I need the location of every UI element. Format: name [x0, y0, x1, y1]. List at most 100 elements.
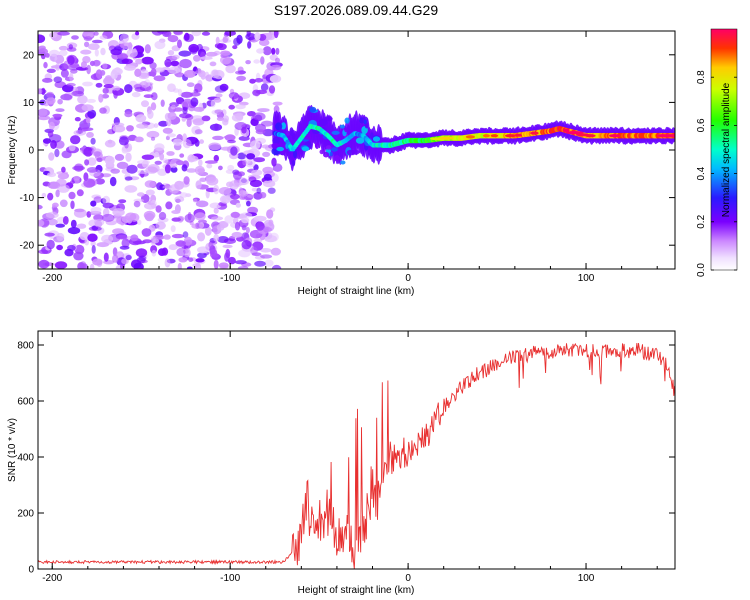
noise-blob [114, 153, 125, 161]
noise-blob [90, 241, 96, 247]
signal-blob [355, 137, 365, 144]
noise-blob [180, 91, 193, 98]
noise-blob [144, 180, 156, 188]
noise-blob [84, 41, 90, 48]
noise-blob [102, 202, 114, 209]
signal-peak [504, 134, 516, 138]
noise-blob [184, 69, 196, 78]
noise-blob [213, 184, 220, 195]
noise-blob [103, 252, 109, 262]
signal-peak [439, 136, 454, 140]
noise-blob [255, 221, 265, 231]
noise-blob [262, 227, 272, 233]
noise-blob [192, 118, 205, 126]
noise-blob [238, 178, 250, 186]
noise-blob [93, 196, 102, 203]
noise-blob [229, 180, 240, 190]
signal-blob [330, 147, 338, 152]
noise-blob [76, 223, 87, 229]
noise-blob [212, 135, 224, 141]
noise-blob [118, 136, 129, 146]
noise-blob [235, 112, 244, 121]
noise-blob [182, 231, 189, 239]
noise-blob [147, 110, 154, 119]
noise-blob [199, 177, 207, 182]
x-tick-label: -200 [42, 273, 62, 284]
noise-blob [170, 166, 178, 173]
noise-blob [135, 114, 147, 123]
noise-blob [136, 123, 149, 129]
noise-blob [155, 205, 162, 213]
noise-blob [136, 192, 145, 197]
noise-blob [219, 195, 231, 204]
noise-blob [186, 118, 192, 128]
noise-blob [102, 195, 111, 205]
noise-blob [179, 153, 185, 158]
noise-blob [48, 49, 60, 57]
noise-blob [110, 69, 118, 80]
noise-blob [177, 39, 182, 49]
noise-blob [158, 120, 169, 127]
signal-blob [333, 155, 340, 162]
noise-blob [49, 32, 58, 38]
signal-blob [344, 127, 349, 133]
noise-blob [38, 259, 50, 269]
noise-blob [262, 166, 274, 174]
noise-blob [38, 219, 45, 227]
noise-blob [38, 88, 43, 95]
noise-blob [43, 61, 48, 69]
noise-blob [213, 259, 219, 269]
noise-blob [238, 249, 251, 258]
noise-blob [195, 258, 205, 263]
spectrogram-image [38, 31, 675, 269]
signal-blob [286, 130, 291, 136]
figure-title: S197.2026.089.09.44.G29 [274, 2, 438, 18]
noise-blob [201, 115, 211, 122]
signal-blob [275, 122, 283, 131]
noise-blob [92, 258, 103, 266]
noise-blob [135, 58, 143, 65]
signal-peak [490, 134, 499, 138]
noise-blob [227, 256, 236, 265]
y-tick-label: -10 [20, 193, 35, 204]
noise-blob [154, 143, 165, 152]
noise-blob [82, 31, 96, 38]
noise-blob [87, 233, 98, 242]
noise-blob [166, 151, 175, 156]
snr-frame [37, 330, 676, 570]
noise-blob [110, 168, 120, 174]
noise-blob [150, 136, 156, 141]
y-tick-label: 0 [28, 565, 34, 576]
noise-blob [90, 200, 97, 207]
noise-blob [143, 210, 156, 220]
noise-blob [135, 248, 148, 258]
noise-blob [271, 264, 282, 269]
noise-blob [254, 260, 266, 267]
noise-blob [228, 92, 239, 100]
noise-blob [159, 153, 165, 161]
noise-blob [234, 260, 247, 265]
noise-blob [53, 76, 63, 83]
noise-blob [118, 199, 127, 204]
noise-blob [270, 247, 281, 256]
noise-blob [235, 104, 246, 110]
noise-blob [204, 160, 218, 164]
noise-blob [70, 219, 77, 229]
noise-blob [247, 206, 259, 215]
signal-blob [289, 127, 294, 136]
noise-blob [144, 44, 151, 54]
noise-blob [91, 39, 103, 44]
noise-blob [133, 200, 141, 208]
noise-blob [170, 60, 179, 67]
noise-blob [79, 232, 90, 241]
noise-blob [171, 210, 181, 214]
noise-blob [260, 56, 265, 65]
noise-blob [167, 111, 177, 120]
noise-blob [87, 157, 97, 166]
noise-blob [83, 178, 96, 188]
signal-peak [514, 133, 523, 137]
noise-blob [256, 48, 265, 54]
noise-blob [96, 157, 103, 163]
noise-blob [189, 92, 201, 97]
noise-blob [119, 264, 126, 269]
